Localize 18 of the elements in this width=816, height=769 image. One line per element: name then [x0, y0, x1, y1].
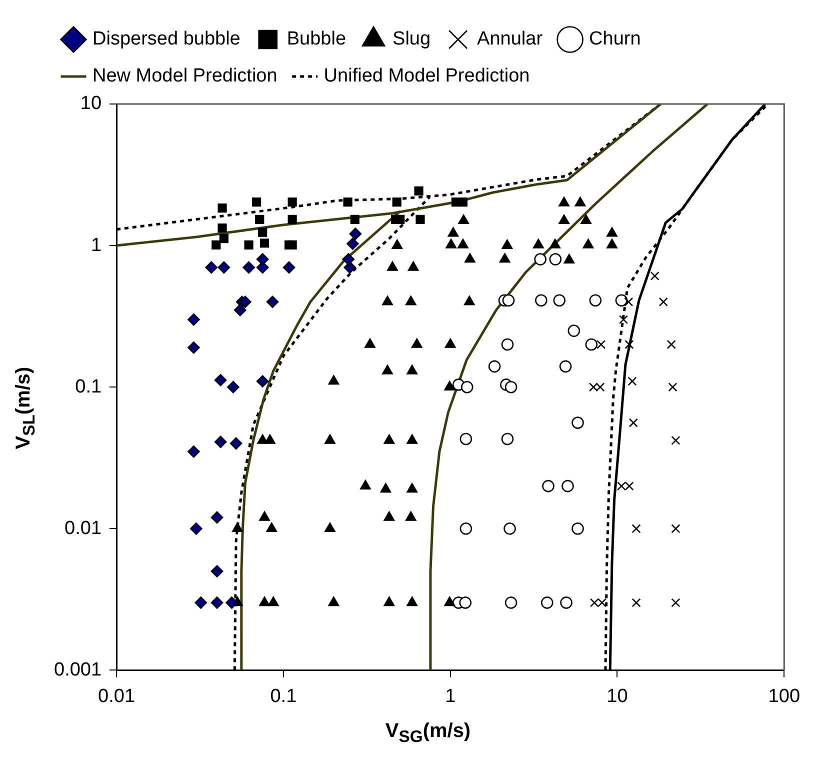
legend-label: Unified Model Prediction — [324, 66, 530, 87]
y-tick-label: 0.1 — [75, 376, 102, 398]
legend-label: Slug — [392, 28, 431, 50]
x-axis-title: V$_{SG}$(m/s) — [385, 720, 471, 746]
x-tick-label: 0.01 — [98, 686, 136, 707]
y-tick-label: 0.01 — [64, 518, 102, 539]
x-tick-label: 0.1 — [270, 686, 297, 707]
legend-label: Annular — [477, 28, 544, 50]
x-tick-label: 10 — [606, 686, 628, 707]
legend-label: New Model Prediction — [92, 66, 278, 87]
y-tick-label: 0.001 — [54, 659, 102, 680]
y-tick-label: 1 — [90, 234, 102, 256]
legend-label: Dispersed bubble — [92, 28, 240, 50]
y-tick-label: 10 — [80, 93, 102, 114]
x-tick-label: 1 — [445, 686, 456, 707]
x-tick-label: 100 — [768, 686, 800, 707]
legend-label: Churn — [589, 28, 641, 50]
legend-label: Bubble — [286, 28, 346, 50]
